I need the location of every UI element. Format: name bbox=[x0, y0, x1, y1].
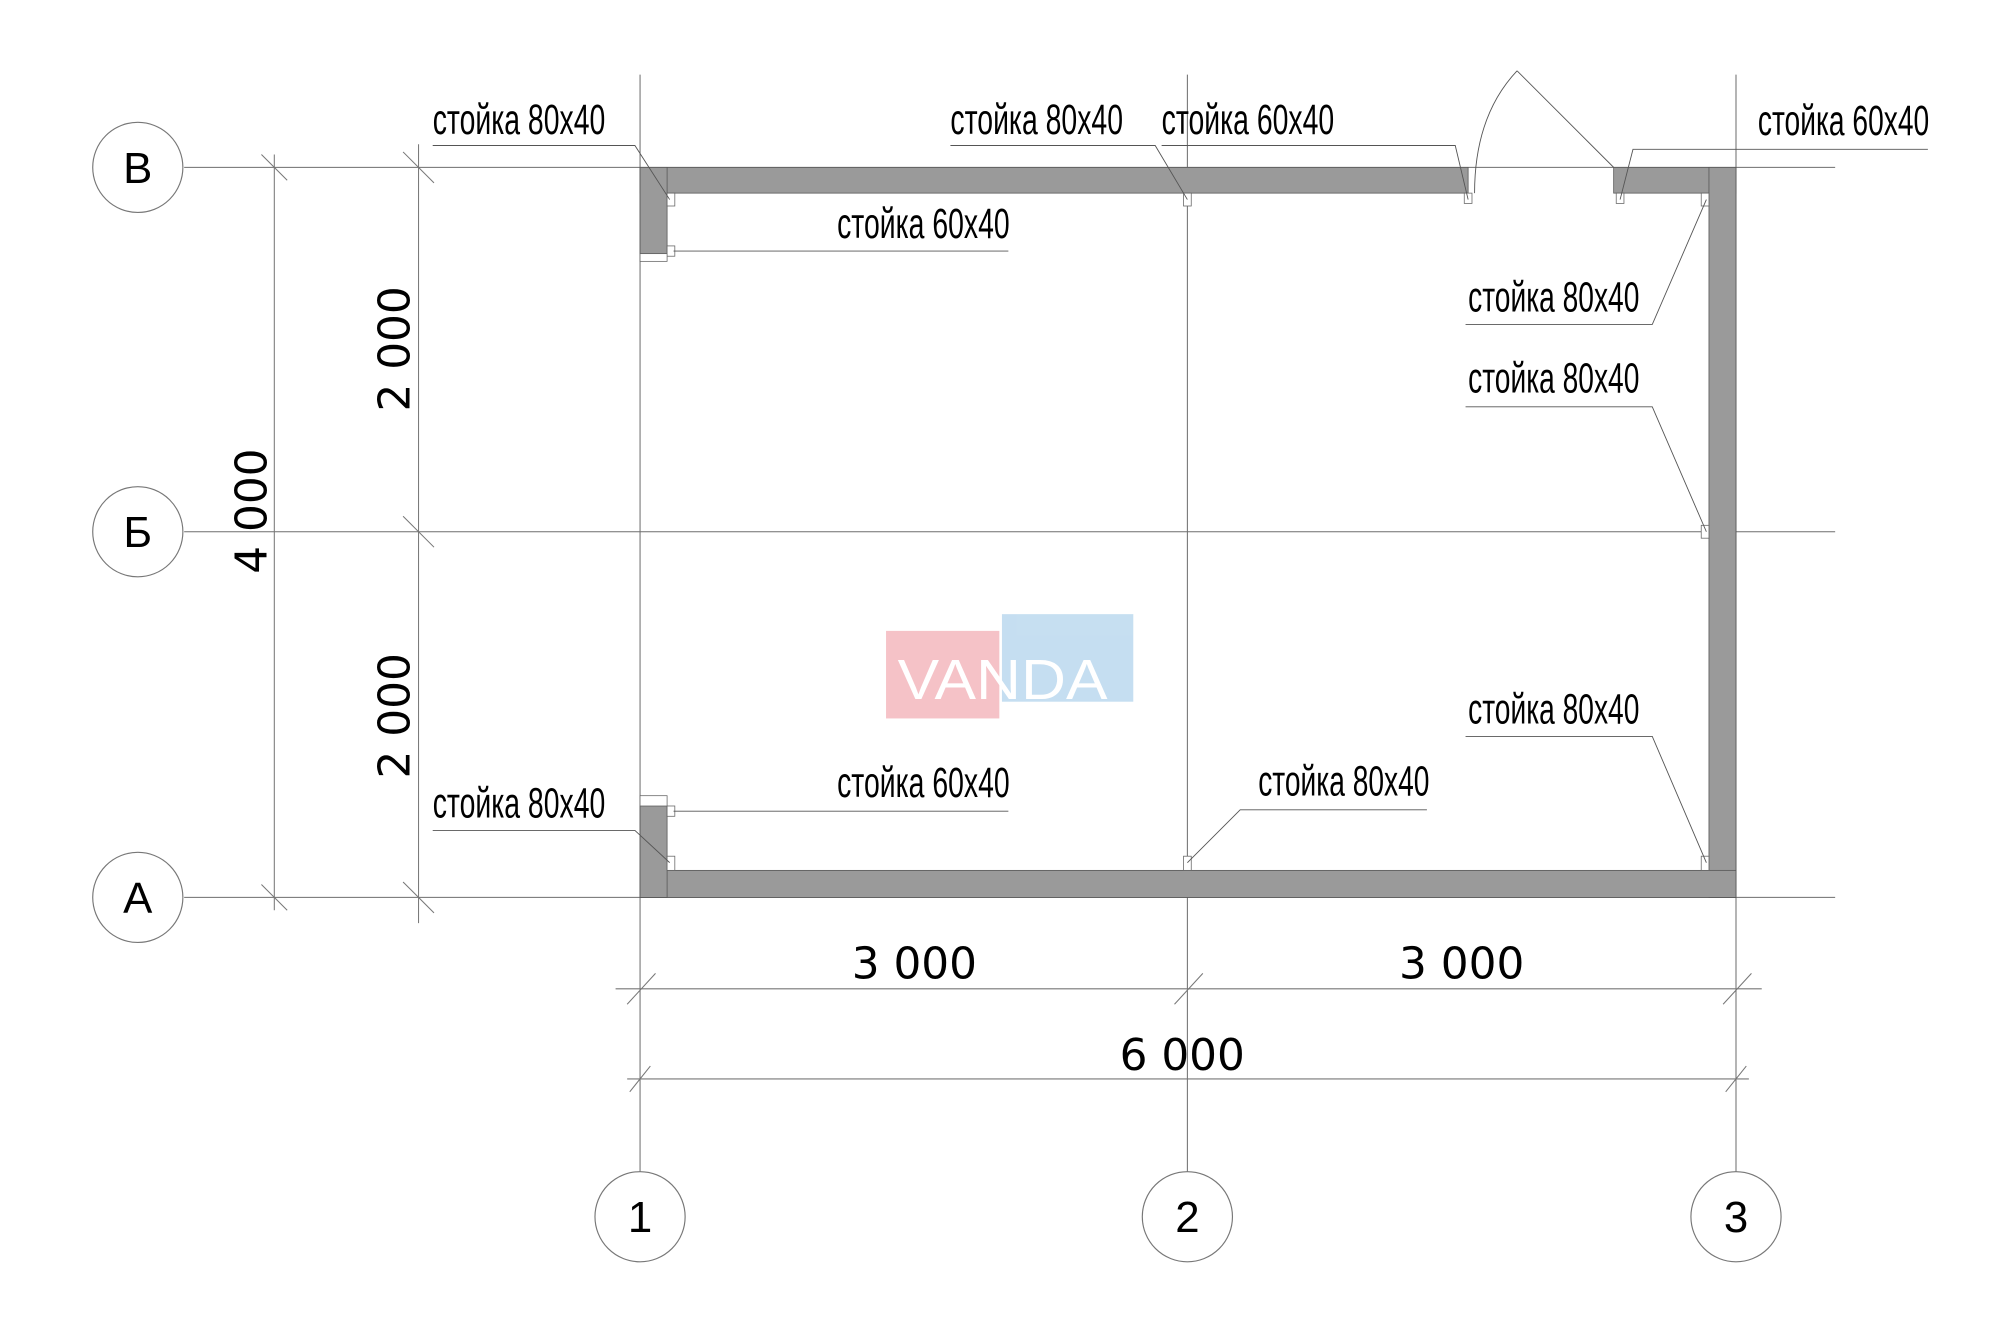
dim-right-bay: 3 000 bbox=[1399, 939, 1524, 990]
axis-marker-1: 1 bbox=[594, 1171, 686, 1263]
post-label: стойка 80x40 bbox=[433, 97, 671, 200]
wall-left-lower-stub bbox=[639, 805, 668, 898]
post-label: стойка 80x40 bbox=[1465, 687, 1707, 863]
axis-markers: В Б А 1 2 3 bbox=[92, 121, 1782, 1263]
svg-text:В: В bbox=[123, 144, 152, 193]
axis-marker-3: 3 bbox=[1690, 1171, 1782, 1263]
wall-top-left bbox=[639, 166, 1469, 194]
wall-left-upper-stub bbox=[639, 166, 668, 255]
svg-text:стойка 60x40: стойка 60x40 bbox=[837, 760, 1010, 807]
svg-text:стойка 80x40: стойка 80x40 bbox=[1258, 759, 1429, 806]
svg-text:стойка 80x40: стойка 80x40 bbox=[1468, 275, 1639, 322]
svg-text:стойка 60x40: стойка 60x40 bbox=[1758, 98, 1929, 145]
svg-text:стойка 80x40: стойка 80x40 bbox=[433, 781, 606, 828]
svg-text:1: 1 bbox=[628, 1193, 652, 1242]
axis-marker-b: Б bbox=[92, 486, 184, 578]
svg-text:стойка 80x40: стойка 80x40 bbox=[950, 97, 1123, 144]
dim-upper-span: 2 000 bbox=[370, 286, 421, 411]
post-label: стойка 80x40 bbox=[1465, 199, 1707, 325]
axis-marker-2: 2 bbox=[1141, 1171, 1234, 1263]
dim-total-width: 6 000 bbox=[1120, 1030, 1245, 1081]
post-label: стойка 80x40 bbox=[950, 97, 1188, 200]
post-labels: стойка 80x40 стойка 80x40 стойка 60x40 с… bbox=[433, 97, 1929, 863]
post-label: стойка 60x40 bbox=[673, 201, 1010, 252]
wall-bottom bbox=[639, 869, 1737, 898]
svg-text:А: А bbox=[123, 874, 153, 923]
dim-total-height: 4 000 bbox=[227, 449, 278, 574]
svg-text:2: 2 bbox=[1175, 1193, 1199, 1242]
dim-left-bay: 3 000 bbox=[852, 939, 977, 990]
dim-lower-span: 2 000 bbox=[370, 653, 421, 778]
post-label: стойка 80x40 bbox=[1187, 759, 1429, 863]
vanda-watermark-logo: VANDA bbox=[886, 614, 1134, 719]
post-label: стойка 60x40 bbox=[1619, 98, 1929, 200]
dimension-lines bbox=[261, 144, 1762, 1093]
wall-right bbox=[1708, 166, 1737, 898]
svg-text:стойка 80x40: стойка 80x40 bbox=[1468, 687, 1639, 734]
door-swing-icon bbox=[1474, 70, 1614, 194]
post-label: стойка 60x40 bbox=[673, 760, 1010, 812]
svg-text:стойка 60x40: стойка 60x40 bbox=[1162, 97, 1335, 144]
svg-text:3: 3 bbox=[1724, 1193, 1748, 1242]
axis-marker-v: В bbox=[92, 121, 184, 214]
walls bbox=[639, 166, 1737, 898]
dimension-texts: 4 000 2 000 2 000 3 000 3 000 6 000 bbox=[227, 286, 1525, 1081]
post-label: стойка 60x40 bbox=[1161, 97, 1469, 200]
svg-text:стойка 80x40: стойка 80x40 bbox=[1468, 356, 1639, 403]
svg-text:Б: Б bbox=[123, 508, 152, 557]
post-label: стойка 80x40 bbox=[433, 781, 670, 863]
axis-marker-a: А bbox=[92, 851, 184, 944]
svg-text:стойка 60x40: стойка 60x40 bbox=[837, 201, 1010, 248]
svg-text:VANDA: VANDA bbox=[898, 649, 1108, 712]
post-label: стойка 80x40 bbox=[1465, 356, 1707, 532]
svg-text:стойка 80x40: стойка 80x40 bbox=[433, 97, 606, 144]
